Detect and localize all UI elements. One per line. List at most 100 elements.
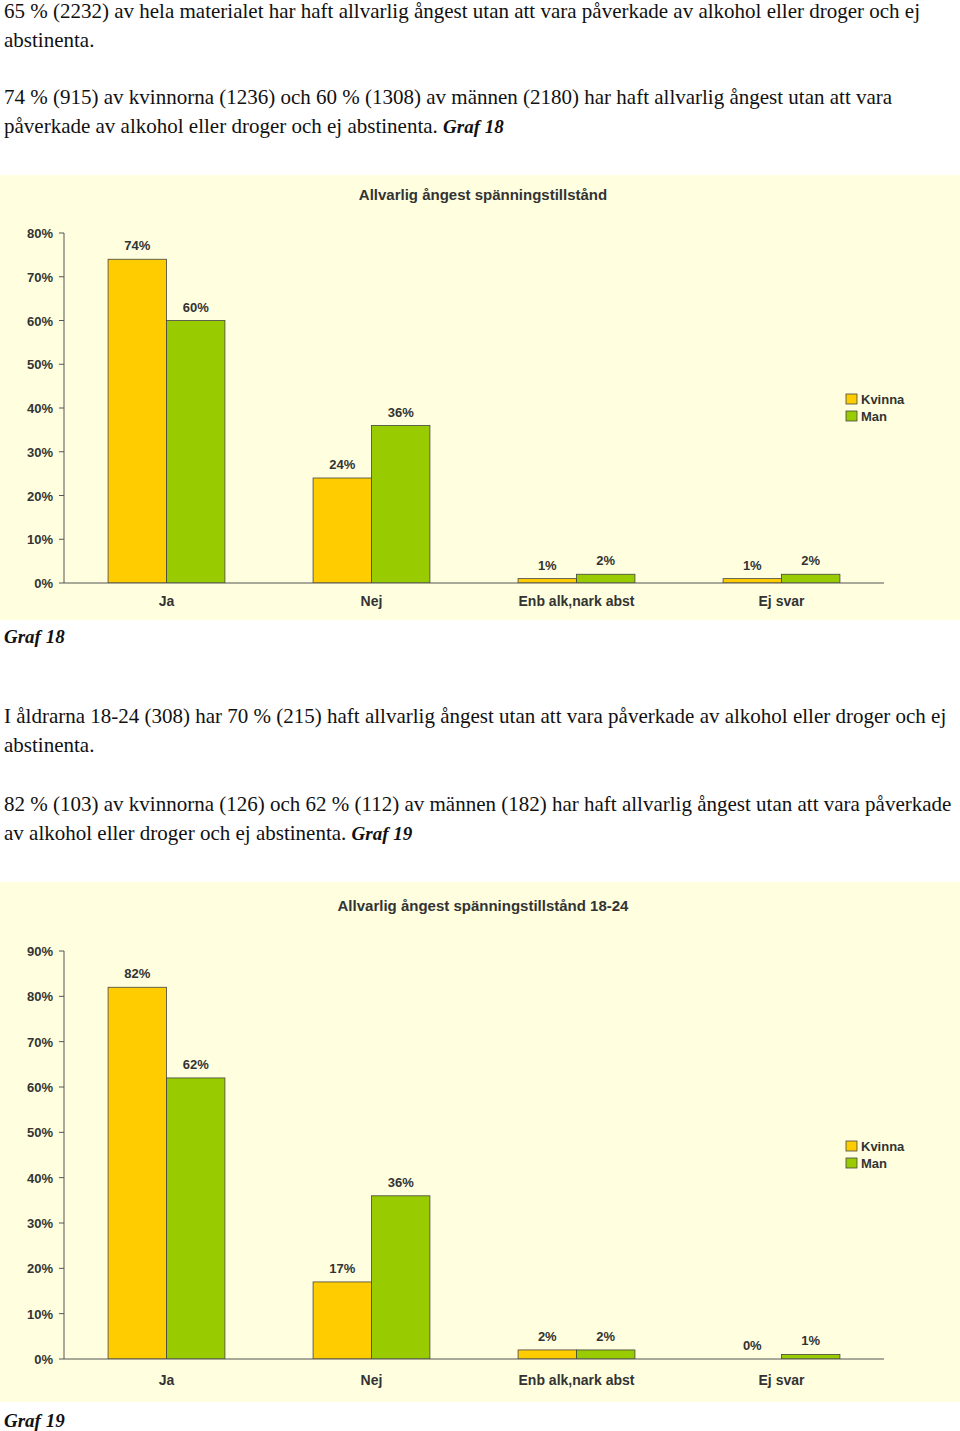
y-tick	[59, 364, 64, 365]
bar	[167, 1078, 225, 1359]
y-tick-label: 10%	[27, 1307, 53, 1322]
bar	[108, 259, 166, 583]
y-tick-label: 40%	[27, 401, 53, 416]
paragraph: 65 % (2232) av hela materialet har haft …	[4, 0, 958, 55]
y-tick-label: 0%	[34, 576, 53, 591]
paragraph-text: 82 % (103) av kvinnorna (126) och 62 % (…	[4, 792, 951, 845]
legend-label: Man	[861, 1156, 887, 1171]
x-tick-label: Nej	[361, 593, 383, 609]
bar	[518, 1350, 576, 1359]
chart-title: Allvarlig ångest spänningstillstånd	[359, 186, 607, 203]
figure-ref: Graf 18	[443, 116, 504, 137]
y-axis	[64, 951, 65, 1359]
paragraph-text: I åldrarna 18-24 (308) har 70 % (215) ha…	[4, 704, 946, 757]
y-tick-label: 90%	[27, 944, 53, 959]
legend-swatch	[846, 1141, 857, 1151]
y-tick	[59, 1223, 64, 1224]
y-tick-label: 80%	[27, 226, 53, 241]
x-tick-label: Nej	[361, 1372, 383, 1388]
x-tick-label: Ej svar	[759, 1372, 805, 1388]
paragraph: 82 % (103) av kvinnorna (126) och 62 % (…	[4, 790, 958, 848]
y-tick-label: 70%	[27, 270, 53, 285]
data-label: 1%	[801, 1333, 820, 1348]
bars	[108, 987, 840, 1359]
legend-label: Man	[861, 409, 887, 424]
legend-label: Kvinna	[861, 392, 905, 407]
paragraph-text: 65 % (2232) av hela materialet har haft …	[4, 0, 920, 52]
data-label: 1%	[743, 558, 762, 573]
y-tick	[59, 951, 64, 952]
x-axis	[64, 583, 884, 584]
paragraph: 74 % (915) av kvinnorna (1236) och 60 % …	[4, 83, 958, 141]
y-tick-label: 60%	[27, 1080, 53, 1095]
data-label: 24%	[329, 457, 355, 472]
y-tick	[59, 451, 64, 452]
charts: Allvarlig ångest spänningstillstånd 0% 10%…	[0, 0, 960, 1431]
chart-title: Allvarlig ångest spänningstillstånd 18-2…	[338, 897, 630, 914]
y-tick-label: 60%	[27, 314, 53, 329]
y-tick	[59, 1041, 64, 1042]
data-labels: 82% 17% 2% 0% 62% 36% 2% 1%	[124, 966, 820, 1353]
data-label: 2%	[538, 1329, 557, 1344]
chart: Allvarlig ångest spänningstillstånd 0% 10%…	[0, 175, 960, 620]
y-tick	[59, 408, 64, 409]
data-label: 2%	[596, 553, 615, 568]
y-tick	[59, 1313, 64, 1314]
bar	[313, 478, 371, 583]
bar	[723, 579, 781, 583]
x-axis	[64, 1359, 884, 1360]
y-tick-label: 10%	[27, 532, 53, 547]
bar	[782, 1354, 840, 1359]
y-tick-label: 50%	[27, 357, 53, 372]
data-label: 0%	[743, 1338, 762, 1353]
data-label: 82%	[124, 966, 150, 981]
data-label: 2%	[801, 553, 820, 568]
chart-background	[0, 882, 960, 1402]
y-tick	[59, 1087, 64, 1088]
y-tick	[59, 539, 64, 540]
bar	[782, 574, 840, 583]
x-tick-label: Enb alk,nark abst	[519, 1372, 635, 1388]
chart-background	[0, 175, 960, 620]
bar	[372, 426, 430, 584]
bars	[108, 259, 840, 583]
y-tick	[59, 233, 64, 234]
data-label: 62%	[183, 1057, 209, 1072]
y-tick	[59, 996, 64, 997]
y-tick	[59, 1132, 64, 1133]
data-label: 74%	[124, 238, 150, 253]
figure-ref: Graf 19	[352, 823, 413, 844]
caption: Graf 18	[4, 626, 65, 647]
x-tick-label: Ej svar	[759, 593, 805, 609]
y-tick-label: 0%	[34, 1352, 53, 1367]
y-tick	[59, 495, 64, 496]
y-tick-label: 40%	[27, 1171, 53, 1186]
bar	[167, 321, 225, 584]
y-tick-label: 80%	[27, 989, 53, 1004]
caption: Graf 19	[4, 1410, 65, 1431]
legend-swatch	[846, 411, 857, 421]
data-label: 17%	[329, 1261, 355, 1276]
bar	[577, 574, 635, 583]
page: {"paragraphs": [ {"text": "65 % (2232) a…	[0, 0, 960, 1431]
bar	[577, 1350, 635, 1359]
data-label: 60%	[183, 300, 209, 315]
y-tick	[59, 276, 64, 277]
data-label: 36%	[388, 405, 414, 420]
y-tick	[59, 1359, 64, 1360]
y-tick-label: 50%	[27, 1125, 53, 1140]
data-label: 2%	[596, 1329, 615, 1344]
data-label: 1%	[538, 558, 557, 573]
y-tick	[59, 320, 64, 321]
y-tick-label: 20%	[27, 489, 53, 504]
data-labels: 74% 24% 1% 1% 60% 36% 2% 2%	[124, 238, 820, 572]
legend-swatch	[846, 1158, 857, 1168]
data-label: 36%	[388, 1175, 414, 1190]
y-tick-label: 70%	[27, 1035, 53, 1050]
y-tick	[59, 1268, 64, 1269]
x-tick-label: Ja	[159, 593, 175, 609]
bar	[518, 579, 576, 583]
y-tick-label: 30%	[27, 1216, 53, 1231]
x-tick-label: Enb alk,nark abst	[519, 593, 635, 609]
chart: Allvarlig ångest spänningstillstånd 18-2…	[0, 882, 960, 1402]
